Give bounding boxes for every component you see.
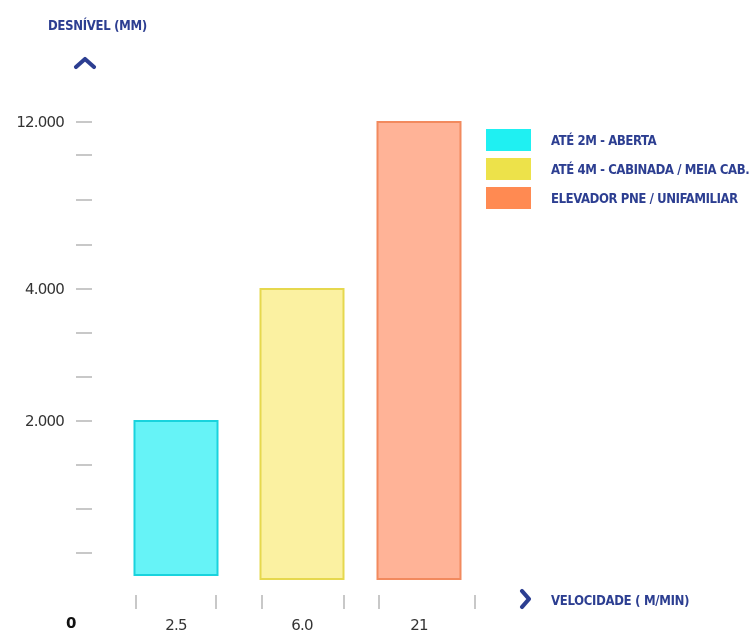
y-axis-title: DESNÍVEL (MM) bbox=[48, 18, 147, 34]
x-tick-label: 2.5 bbox=[165, 616, 187, 634]
x-axis-title: VELOCIDADE ( M/MIN) bbox=[551, 594, 689, 609]
x-tick-label: 6.0 bbox=[291, 616, 313, 634]
y-axis-labels: 12.000 4.000 2.000 bbox=[16, 113, 65, 430]
bars-group bbox=[133, 121, 462, 580]
chevron-right-icon bbox=[520, 589, 531, 609]
x-axis-ticks bbox=[135, 595, 476, 609]
bar-6-0 bbox=[259, 288, 345, 580]
x-tick-label: 21 bbox=[410, 616, 428, 634]
y-axis-ticks bbox=[76, 121, 92, 554]
legend: ATÉ 2M - ABERTA ATÉ 4M - CABINADA / MEIA … bbox=[486, 129, 750, 209]
x-axis-labels: 2.5 6.0 21 bbox=[165, 616, 429, 634]
y-tick-label: 12.000 bbox=[16, 113, 64, 131]
legend-swatch bbox=[486, 158, 531, 180]
legend-label: ATÉ 4M - CABINADA / MEIA CAB. bbox=[551, 162, 749, 178]
legend-label: ATÉ 2M - ABERTA bbox=[551, 133, 657, 149]
origin-label: 0 bbox=[66, 614, 76, 632]
bar-21 bbox=[376, 121, 462, 580]
legend-label: ELEVADOR PNE / UNIFAMILIAR bbox=[551, 192, 738, 207]
y-tick-label: 2.000 bbox=[25, 412, 64, 430]
legend-swatch bbox=[486, 129, 531, 151]
chevron-up-icon bbox=[74, 57, 96, 69]
bar-2-5 bbox=[133, 420, 219, 576]
y-tick-label: 4.000 bbox=[25, 280, 64, 298]
legend-swatch bbox=[486, 187, 531, 209]
